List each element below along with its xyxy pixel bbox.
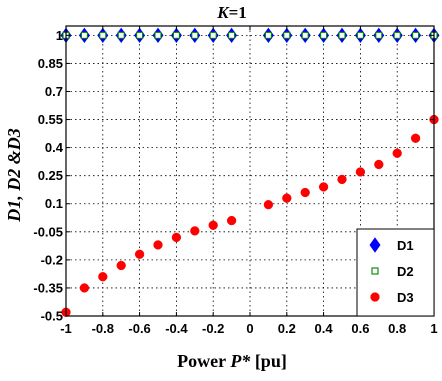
y-axis-label: D1, D2 &D3 <box>4 128 24 223</box>
x-axis-label-var: P* <box>229 351 251 371</box>
d3-point <box>134 249 145 259</box>
data-marks <box>60 27 440 317</box>
x-axis-label-post: [pu] <box>250 351 287 371</box>
d3-point <box>79 283 90 293</box>
x-tick-label: -0.2 <box>202 321 224 336</box>
x-axis-label: Power P* [pu] <box>177 351 287 371</box>
y-tick-label: -0.2 <box>41 252 63 267</box>
d2-point <box>356 31 364 39</box>
y-tick-label: 1 <box>56 28 63 43</box>
y-tick-labels: -0.5 -0.35 -0.2 -0.05 0.1 0.25 0.4 0.55 0.7 0.85 1 <box>33 28 434 324</box>
d2-point <box>154 31 162 39</box>
d2-point <box>136 31 144 39</box>
y-tick-label: 0.55 <box>38 112 63 127</box>
d3-point <box>410 133 421 143</box>
series-d2 <box>62 31 438 39</box>
y-tick-label: 0.4 <box>45 140 64 155</box>
d3-point <box>153 240 163 250</box>
x-tick-label: 0.4 <box>315 321 334 336</box>
d3-point <box>116 260 126 271</box>
d3-point <box>190 226 200 236</box>
d2-point <box>301 31 309 39</box>
d2-point <box>209 31 217 39</box>
d3-point <box>300 187 310 198</box>
d2-point <box>117 31 125 39</box>
x-tick-label: -0.6 <box>128 321 150 336</box>
y-tick-label: 0.25 <box>38 168 63 183</box>
legend-label-d3: D3 <box>397 290 414 305</box>
d2-point <box>80 31 88 39</box>
chart-title-var: K <box>216 3 230 22</box>
d3-point <box>337 174 347 185</box>
x-tick-label: 0.2 <box>278 321 296 336</box>
d3-point <box>263 200 274 210</box>
x-tick-label: -0.4 <box>165 321 188 336</box>
x-tick-label: 0 <box>246 321 253 336</box>
x-tick-label: 0.8 <box>388 321 406 336</box>
d3-point <box>392 148 402 158</box>
d2-point <box>412 31 420 39</box>
d2-point <box>172 31 180 39</box>
y-tick-label: -0.5 <box>41 309 63 324</box>
d3-point <box>318 182 329 192</box>
legend-label-d2: D2 <box>397 264 414 279</box>
legend-marker-d2 <box>371 267 379 275</box>
d2-point <box>228 31 236 39</box>
x-tick-label: 0.6 <box>351 321 369 336</box>
chart-title-rest: =1 <box>229 3 247 22</box>
d3-point <box>171 232 182 243</box>
d3-point <box>226 215 237 226</box>
d3-point <box>98 272 108 282</box>
chart-title: K=1 <box>216 3 247 22</box>
legend-marker-d1 <box>369 237 381 253</box>
d2-point <box>264 31 272 39</box>
x-tick-label: 1 <box>430 321 437 336</box>
x-tick-label: -0.8 <box>92 321 114 336</box>
y-tick-label: 0.85 <box>38 56 63 71</box>
y-tick-label: 0.7 <box>45 84 63 99</box>
series-d3 <box>61 114 439 317</box>
legend-marker-d3 <box>370 292 380 302</box>
x-tick-labels: -1 -0.8 -0.6 -0.4 -0.2 0 0.2 0.4 0.6 0.8 1 <box>60 26 438 336</box>
legend: D1 D2 D3 <box>356 228 435 317</box>
d3-point <box>374 159 384 170</box>
d2-point <box>99 31 107 39</box>
y-tick-label: -0.35 <box>33 280 63 295</box>
d3-point <box>355 167 366 177</box>
d3-point <box>208 220 218 230</box>
y-tick-label: 0.1 <box>45 196 63 211</box>
d2-point <box>393 31 401 39</box>
d3-point <box>282 193 292 203</box>
x-tick-label: -1 <box>60 321 72 336</box>
d2-point <box>283 31 291 39</box>
d2-point <box>320 31 328 39</box>
legend-label-d1: D1 <box>397 238 414 253</box>
d2-point <box>375 31 383 39</box>
y-tick-label: -0.05 <box>33 224 63 239</box>
d2-point <box>191 31 199 39</box>
d2-point <box>338 31 346 39</box>
x-axis-label-pre: Power <box>177 351 230 371</box>
legend-box <box>356 228 435 317</box>
